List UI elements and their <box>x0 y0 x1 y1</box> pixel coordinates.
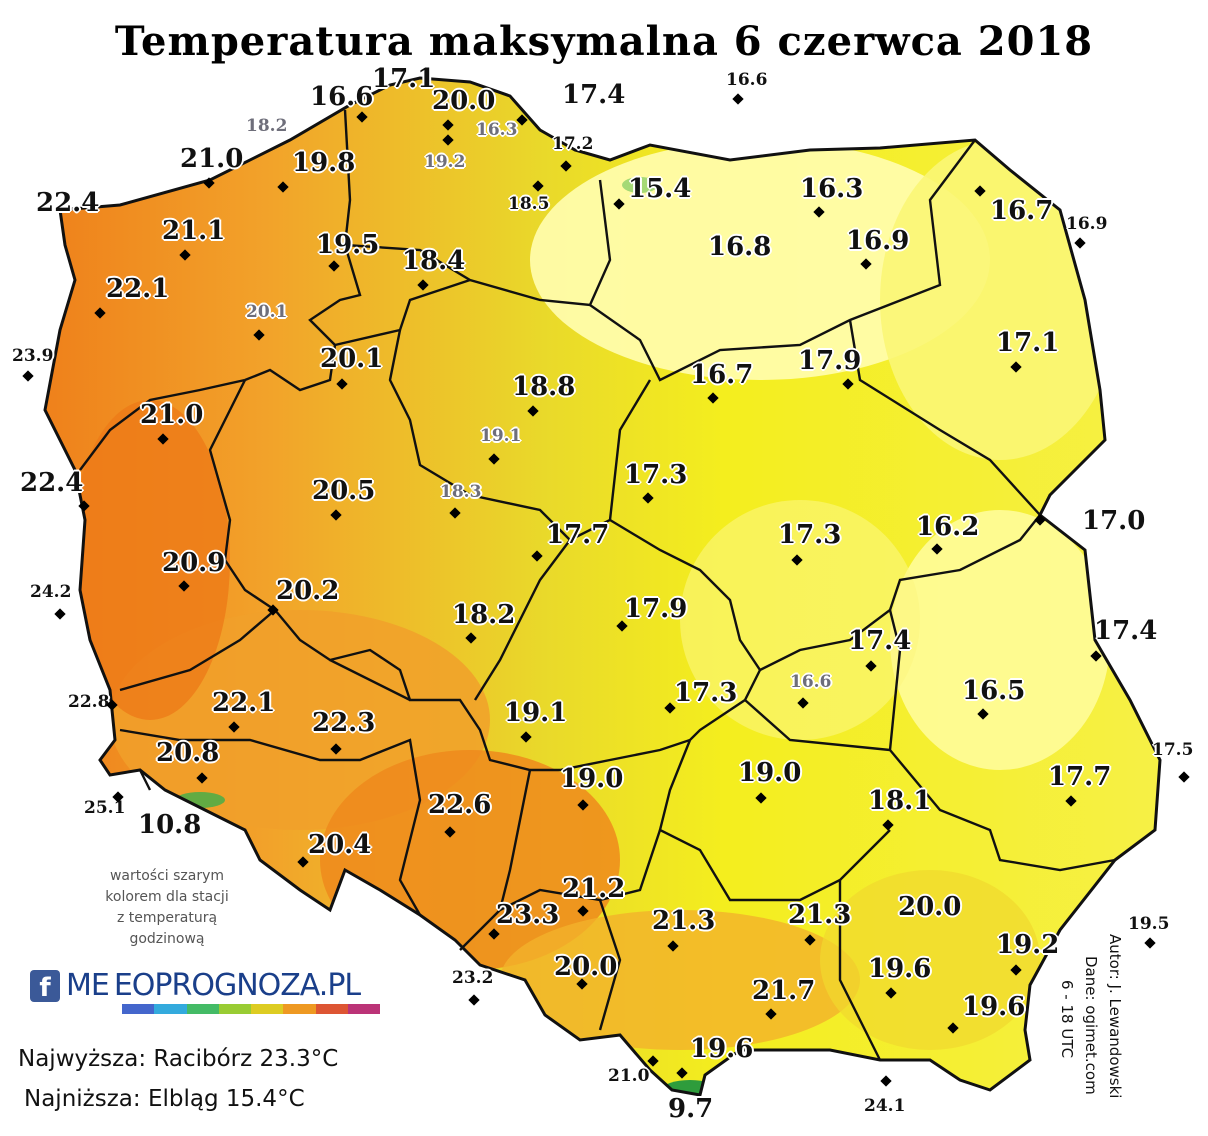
station-value: 19.2 <box>996 930 1060 960</box>
station-value: 17.9 <box>798 346 862 376</box>
station-value: 22.6 <box>428 790 492 820</box>
station-value: 21.3 <box>788 900 852 930</box>
station-value: 17.5 <box>1152 740 1194 760</box>
station-value: 20.4 <box>308 830 372 860</box>
logo-text: ME EOPROGNOZA.PL <box>66 968 361 1003</box>
highest-summary: Najwyższa: Racibórz 23.3°C <box>18 1046 339 1072</box>
station-value: 9.7 <box>668 1094 714 1124</box>
station-value: 19.8 <box>292 148 356 178</box>
station-value: 21.1 <box>162 216 226 246</box>
station-value: 22.8 <box>68 692 110 712</box>
station-value: 17.4 <box>562 80 626 110</box>
station-value: 20.0 <box>432 86 496 116</box>
station-value: 16.8 <box>708 232 772 262</box>
station-value: 22.1 <box>106 274 170 304</box>
station-value: 20.9 <box>162 548 226 578</box>
station-value: 23.9 <box>12 346 54 366</box>
station-value: 16.6 <box>726 70 768 90</box>
station-value: 16.3 <box>476 120 518 140</box>
station-value: 25.1 <box>84 798 126 818</box>
station-value: 21.0 <box>180 144 244 174</box>
station-value: 22.1 <box>212 688 276 718</box>
station-value: 17.4 <box>848 626 912 656</box>
station-value: 20.2 <box>276 576 340 606</box>
station-value: 22.4 <box>20 468 84 498</box>
lowest-summary: Najniższa: Elbląg 15.4°C <box>24 1086 305 1112</box>
station-value: 19.6 <box>962 992 1026 1022</box>
station-value: 19.5 <box>1128 914 1170 934</box>
station-value: 21.3 <box>652 906 716 936</box>
voivodeship-borders <box>79 109 1116 1061</box>
station-value: 19.1 <box>504 698 568 728</box>
station-value: 18.2 <box>452 600 516 630</box>
station-value: 15.4 <box>628 174 692 204</box>
note-line: wartości szarym <box>109 868 225 884</box>
note-line: z temperaturą <box>116 910 218 926</box>
station-value: 19.1 <box>480 426 522 446</box>
station-value: 17.9 <box>624 594 688 624</box>
station-value: 20.1 <box>320 344 384 374</box>
station-value: 20.5 <box>312 476 376 506</box>
station-value: 24.2 <box>30 582 72 602</box>
station-value: 23.3 <box>496 900 560 930</box>
station-value: 16.5 <box>962 676 1026 706</box>
station-value: 22.4 <box>36 188 100 218</box>
station-value: 21.0 <box>140 400 204 430</box>
station-value: 17.7 <box>1048 762 1112 792</box>
map-title: Temperatura maksymalna 6 czerwca 2018 <box>114 18 1094 65</box>
station-value: 20.1 <box>246 302 288 322</box>
note-line: godzinową <box>129 931 205 947</box>
station-value: 17.1 <box>996 328 1060 358</box>
station-value: 16.9 <box>846 226 910 256</box>
station-value: 18.5 <box>508 194 550 214</box>
station-value: 16.9 <box>1066 214 1108 234</box>
station-value: 21.0 <box>608 1066 650 1086</box>
station-value: 17.2 <box>552 134 594 154</box>
station-value: 19.0 <box>738 758 802 788</box>
station-value: 17.4 <box>1094 616 1158 646</box>
meteoprognoza-logo[interactable]: f ME EOPROGNOZA.PL <box>30 966 390 1018</box>
station-value: 17.3 <box>778 520 842 550</box>
station-value: 10.8 <box>138 810 202 840</box>
station-value: 19.2 <box>424 152 466 172</box>
station-value: 17.7 <box>546 520 610 550</box>
station-value: 16.2 <box>916 512 980 542</box>
station-value: 16.6 <box>790 672 832 692</box>
station-value: 16.7 <box>690 360 754 390</box>
station-value: 23.2 <box>452 968 494 988</box>
station-value: 17.1 <box>372 64 436 94</box>
note-line: kolorem dla stacji <box>105 889 229 905</box>
station-value: 19.0 <box>560 764 624 794</box>
station-value: 18.8 <box>512 372 576 402</box>
logo-color-bar <box>122 1004 380 1014</box>
gray-values-note: wartości szarym kolorem dla stacji z tem… <box>82 866 252 950</box>
station-value: 17.3 <box>674 678 738 708</box>
station-value: 18.4 <box>402 246 466 276</box>
station-value: 19.5 <box>316 230 380 260</box>
station-value: 20.0 <box>554 952 618 982</box>
station-value: 18.2 <box>246 116 288 136</box>
data-credit: Dane: ogimet.com <box>1082 956 1100 1095</box>
station-value: 24.1 <box>864 1096 906 1116</box>
author-credit: Autor: J. Lewandowski <box>1106 934 1124 1099</box>
station-value: 21.7 <box>752 976 816 1006</box>
hours-credit: 6 - 18 UTC <box>1058 980 1076 1059</box>
station-value: 16.3 <box>800 174 864 204</box>
station-value: 18.3 <box>440 482 482 502</box>
station-value: 19.6 <box>868 954 932 984</box>
station-value: 16.6 <box>310 82 374 112</box>
station-value: 19.6 <box>690 1034 754 1064</box>
station-value: 17.3 <box>624 460 688 490</box>
station-value: 21.2 <box>562 874 626 904</box>
station-value: 18.1 <box>868 786 932 816</box>
station-value: 17.0 <box>1082 506 1146 536</box>
station-value: 20.0 <box>898 892 962 922</box>
station-value: 16.7 <box>990 196 1054 226</box>
station-value: 20.8 <box>156 738 220 768</box>
station-value: 22.3 <box>312 708 376 738</box>
facebook-icon[interactable]: f <box>30 970 60 1003</box>
